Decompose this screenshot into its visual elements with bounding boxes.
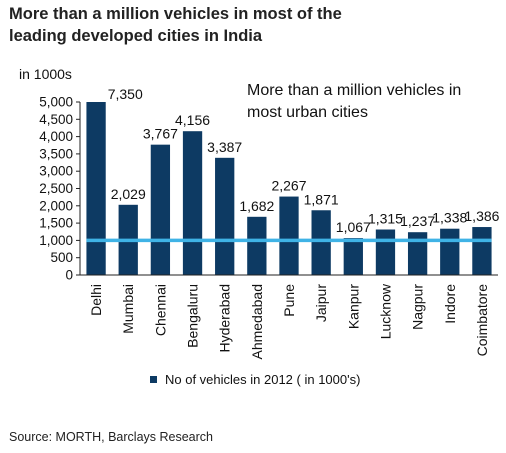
y-tick-label: 3,000	[39, 164, 73, 179]
bar-value-label: 2,029	[111, 186, 146, 202]
bars	[86, 102, 492, 275]
x-tick-label: Jaipur	[313, 284, 329, 322]
bar	[343, 238, 363, 275]
x-tick-label: Ahmedabad	[249, 284, 265, 360]
x-tick-label: Chennai	[152, 284, 168, 336]
bar	[182, 131, 203, 275]
bar	[440, 228, 460, 275]
x-tick-label: Nagpur	[410, 284, 426, 330]
chart-title: More than a million vehicles in most of …	[9, 5, 342, 45]
legend-swatch	[150, 376, 157, 383]
y-axis: 0 500 1,000 1,500 2,000 2,500 3,000 3,500 4,000 4…	[39, 95, 81, 283]
x-tick-label: Pune	[281, 284, 297, 317]
x-axis: Delhi Mumbai Chennai Bengaluru Hyderabad Ahme…	[80, 274, 498, 360]
bar-value-label: 4,156	[175, 112, 210, 128]
y-tick-label: 0	[65, 268, 73, 283]
bar	[279, 196, 299, 275]
bar-value-label: 1,338	[432, 210, 467, 226]
bar	[247, 216, 267, 275]
y-tick-label: 5,000	[39, 95, 73, 110]
y-tick-label: 4,000	[39, 129, 73, 144]
bar-value-label: 3,387	[207, 139, 242, 155]
bar-value-label: 1,682	[239, 198, 274, 214]
bar-value-label: 1,237	[400, 213, 435, 229]
bar-value-label: 7,350	[108, 86, 143, 102]
bar	[311, 210, 331, 275]
bar	[375, 229, 396, 275]
x-tick-label: Kanpur	[345, 284, 361, 329]
x-tick-label: Hyderabad	[217, 284, 233, 353]
y-tick-label: 1,000	[39, 233, 73, 248]
x-tick-label: Lucknow	[377, 283, 393, 339]
bar-value-label: 1,315	[368, 211, 403, 227]
y-tick-label: 2,500	[39, 181, 73, 196]
x-tick-label: Indore	[442, 284, 458, 324]
bar	[150, 144, 171, 275]
legend: No of vehicles in 2012 ( in 1000's)	[150, 372, 360, 387]
bar-value-label: 1,871	[304, 191, 339, 207]
bar	[472, 227, 492, 275]
x-tick-label: Bengaluru	[185, 284, 201, 348]
bar	[86, 102, 106, 275]
y-tick-label: 2,000	[39, 198, 73, 213]
bar-value-label: 1,386	[464, 208, 499, 224]
bar	[407, 232, 428, 275]
bar-value-label: 2,267	[271, 178, 306, 194]
bar-value-label: 3,767	[143, 126, 178, 142]
legend-label: No of vehicles in 2012 ( in 1000's)	[165, 372, 361, 387]
source-note: Source: MORTH, Barclays Research	[9, 430, 213, 444]
bar	[215, 157, 235, 275]
y-tick-label: 4,500	[39, 112, 73, 127]
y-tick-label: 3,500	[39, 146, 73, 161]
chart-annotation: More than a million vehicles in most urb…	[247, 82, 462, 121]
x-tick-label: Mumbai	[120, 284, 136, 334]
bar-value-label: 1,067	[336, 219, 371, 235]
y-axis-unit-label: in 1000s	[19, 66, 72, 82]
y-tick-label: 1,500	[39, 216, 73, 231]
x-tick-label: Coimbatore	[474, 284, 490, 357]
y-tick-label: 500	[50, 250, 73, 265]
x-tick-label: Delhi	[88, 284, 104, 316]
